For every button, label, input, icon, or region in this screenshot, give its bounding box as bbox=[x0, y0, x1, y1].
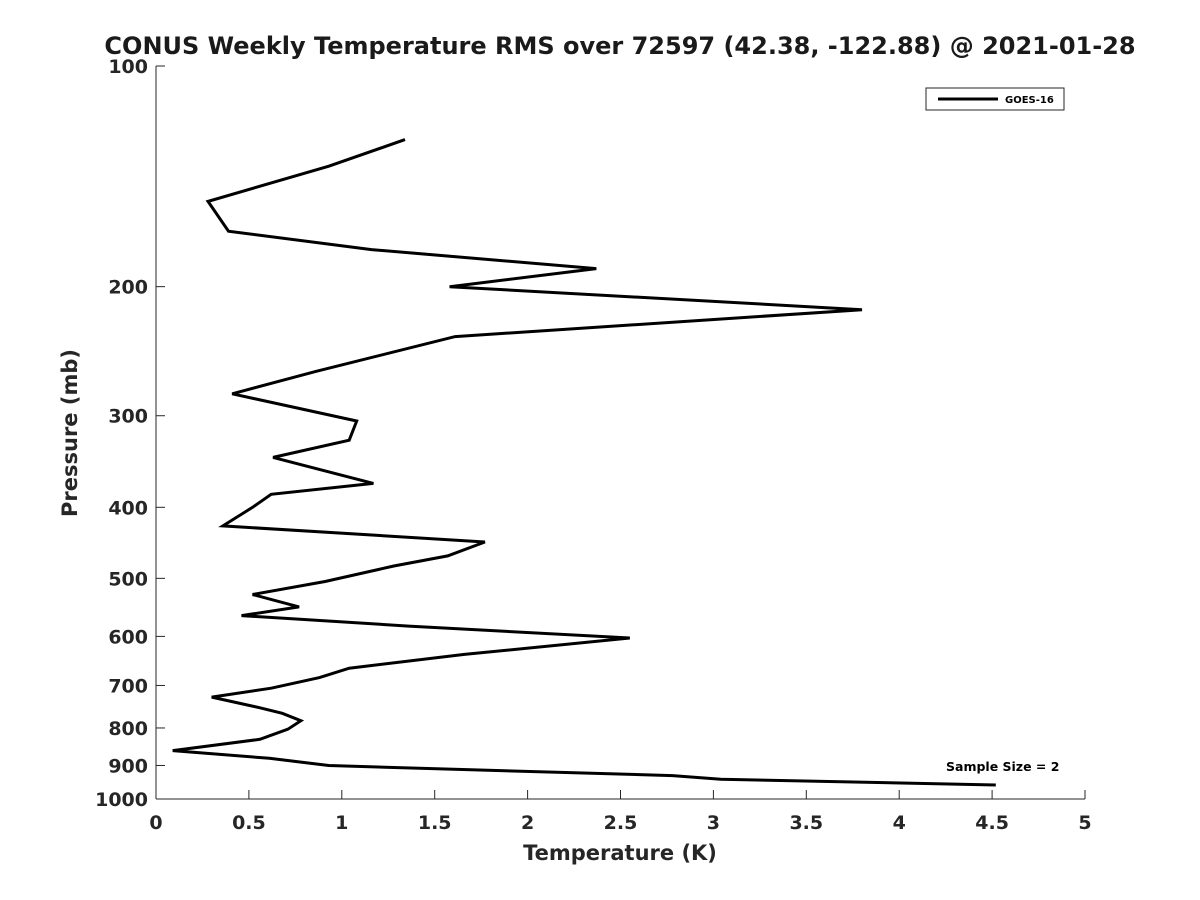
x-tick-label: 2 bbox=[521, 812, 534, 834]
y-tick-label: 100 bbox=[108, 56, 148, 78]
x-tick-label: 0 bbox=[149, 812, 162, 834]
x-tick-label: 3.5 bbox=[789, 812, 823, 834]
x-tick-label: 2.5 bbox=[604, 812, 638, 834]
y-tick-label: 500 bbox=[108, 568, 148, 590]
axes: 0 0.5 1 1.5 2 2.5 3 3.5 4 4.5 5 100 200 300 400 500 600 7… bbox=[95, 56, 1092, 834]
legend-label: GOES-16 bbox=[1005, 95, 1054, 106]
y-tick-label: 300 bbox=[108, 406, 148, 428]
y-tick-label: 1000 bbox=[95, 789, 148, 811]
series-line-goes16 bbox=[172, 138, 996, 787]
legend: GOES-16 bbox=[925, 87, 1065, 111]
y-tick-label: 200 bbox=[108, 277, 148, 299]
x-tick-label: 1 bbox=[335, 812, 348, 834]
sample-size-annotation: Sample Size = 2 bbox=[946, 759, 1059, 774]
chart-title: CONUS Weekly Temperature RMS over 72597 … bbox=[104, 32, 1135, 60]
y-tick-label: 600 bbox=[108, 626, 148, 648]
x-tick-label: 4.5 bbox=[975, 812, 1009, 834]
y-axis-label: Pressure (mb) bbox=[58, 349, 82, 517]
y-tick-label: 400 bbox=[108, 497, 148, 519]
x-tick-label: 4 bbox=[893, 812, 906, 834]
x-tick-label: 0.5 bbox=[232, 812, 266, 834]
x-tick-label: 3 bbox=[707, 812, 720, 834]
y-tick-label: 700 bbox=[108, 675, 148, 697]
y-tick-label: 900 bbox=[108, 755, 148, 777]
x-axis-label: Temperature (K) bbox=[523, 841, 717, 865]
x-tick-label: 5 bbox=[1078, 812, 1091, 834]
x-tick-label: 1.5 bbox=[418, 812, 452, 834]
y-tick-label: 800 bbox=[108, 718, 148, 740]
